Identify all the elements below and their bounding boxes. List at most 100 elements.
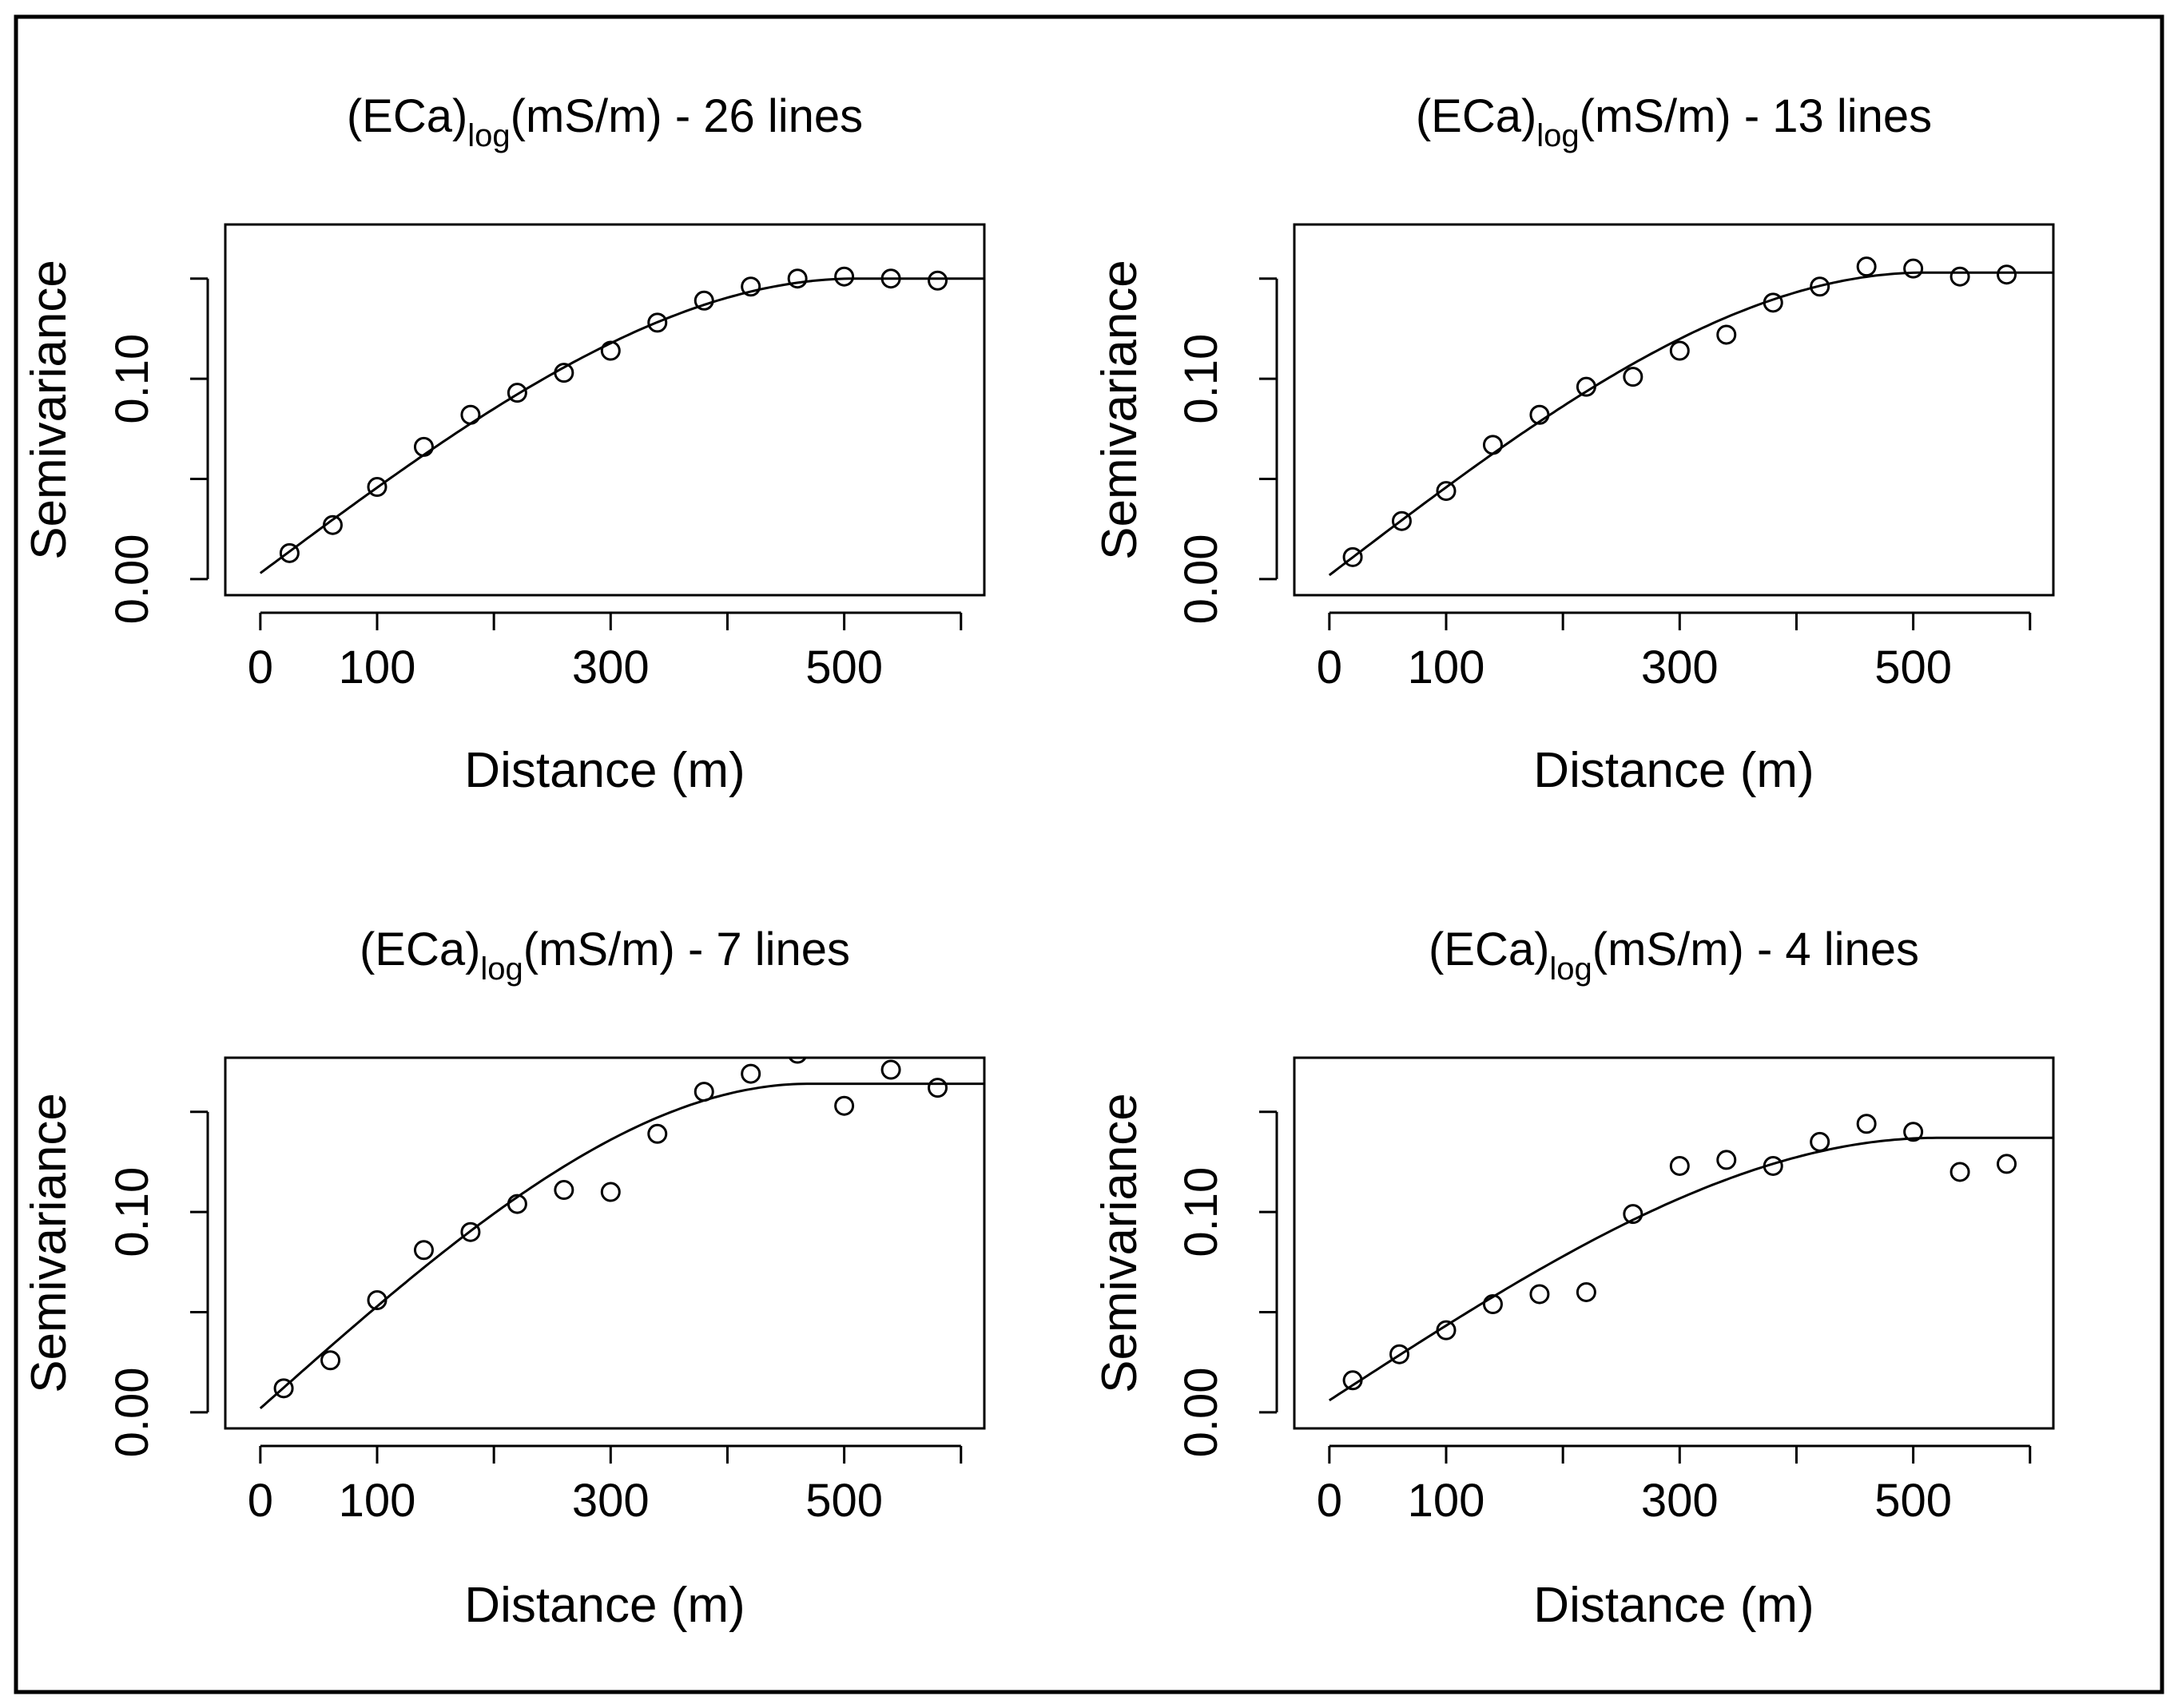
data-point — [507, 1194, 527, 1214]
x-tick-label: 0 — [248, 641, 273, 693]
plot-box — [1293, 1056, 2055, 1430]
x-axis-label: Distance (m) — [464, 743, 745, 798]
data-point — [928, 270, 948, 291]
data-point — [1903, 1122, 1924, 1142]
data-point — [507, 383, 527, 403]
x-tick-label: 300 — [572, 641, 650, 693]
data-point — [647, 312, 668, 333]
x-tick-label: 500 — [1874, 641, 1952, 693]
data-point — [1529, 404, 1550, 425]
data-point — [1482, 435, 1503, 455]
data-point — [413, 436, 434, 457]
chart-title: (ECa)log(mS/m) - 7 lines — [360, 924, 850, 987]
data-point — [694, 290, 714, 311]
figure-frame — [14, 14, 2164, 1694]
data-point — [1576, 376, 1596, 397]
data-point — [1342, 546, 1363, 567]
chart-title-subscript: log — [1536, 118, 1579, 153]
x-tick-label: 0 — [1317, 1475, 1342, 1527]
x-tick-label: 100 — [339, 1475, 416, 1527]
data-point — [1342, 1370, 1363, 1391]
chart-title-subscript: log — [1549, 951, 1592, 987]
data-point — [787, 268, 808, 289]
data-point — [554, 363, 574, 383]
chart-title-main: (ECa) — [347, 90, 467, 142]
x-axis-label: Distance (m) — [1533, 743, 1814, 798]
chart-panel-26-lines: (ECa)log(mS/m) - 26 lines 0 100 300 500 0.00 0… — [22, 90, 986, 798]
data-point — [1856, 256, 1877, 277]
data-point — [367, 477, 388, 498]
y-axis-label: Semivariance — [22, 260, 77, 560]
plot-box — [1293, 223, 2055, 597]
data-point — [1391, 510, 1412, 531]
x-tick-label: 100 — [1408, 641, 1485, 693]
data-point — [1529, 1284, 1550, 1305]
chart-title-main: (ECa) — [1416, 90, 1536, 142]
chart-title-suffix: (mS/m) - 26 lines — [511, 90, 864, 142]
y-tick-label: 0.00 — [1175, 1367, 1227, 1457]
x-axis-label: Distance (m) — [1533, 1578, 1814, 1633]
y-tick-label: 0.10 — [106, 334, 158, 424]
data-point — [600, 1182, 621, 1202]
data-point — [460, 404, 481, 425]
data-point — [367, 1289, 388, 1310]
data-point — [788, 1058, 807, 1064]
data-point — [1623, 1204, 1643, 1225]
plot-box — [224, 1056, 986, 1430]
x-tick-label: 500 — [1874, 1475, 1952, 1527]
data-point — [413, 1240, 434, 1261]
data-point — [834, 1095, 855, 1116]
data-point — [1856, 1114, 1877, 1134]
chart-title-suffix: (mS/m) - 7 lines — [523, 924, 850, 975]
data-point — [1389, 1344, 1410, 1364]
chart-title-subscript: log — [467, 118, 510, 153]
chart-panel-13-lines: (ECa)log(mS/m) - 13 lines 0 100 300 500 0.00 0… — [1092, 90, 2055, 798]
chart-title-main: (ECa) — [1429, 924, 1549, 975]
chart-title: (ECa)log(mS/m) - 26 lines — [347, 90, 863, 153]
chart-title-suffix: (mS/m) - 4 lines — [1592, 924, 1919, 975]
data-point — [694, 1082, 714, 1102]
data-point — [1949, 266, 1970, 287]
y-tick-label: 0.10 — [106, 1167, 158, 1257]
data-point — [1436, 481, 1457, 502]
x-tick-label: 100 — [339, 641, 416, 693]
chart-title: (ECa)log(mS/m) - 4 lines — [1429, 924, 1919, 987]
data-point — [320, 1350, 341, 1371]
data-point — [880, 268, 901, 289]
data-point — [273, 1378, 294, 1399]
data-point — [1997, 264, 2017, 285]
y-tick-label: 0.00 — [106, 1367, 158, 1457]
data-point — [1903, 258, 1924, 279]
x-tick-label: 300 — [1641, 1475, 1719, 1527]
data-point — [741, 1063, 761, 1084]
chart-title-subscript: log — [480, 951, 523, 987]
data-point — [1436, 1320, 1457, 1341]
data-point — [600, 340, 621, 361]
x-tick-label: 500 — [805, 641, 883, 693]
x-tick-label: 500 — [805, 1475, 883, 1527]
chart-title: (ECa)log(mS/m) - 13 lines — [1416, 90, 1932, 153]
plot-box — [224, 223, 986, 597]
y-axis-label: Semivariance — [22, 1093, 77, 1393]
y-tick-label: 0.00 — [1175, 534, 1227, 624]
data-point — [1623, 367, 1643, 387]
x-tick-label: 100 — [1408, 1475, 1485, 1527]
data-point — [1576, 1281, 1596, 1302]
data-point — [834, 266, 855, 287]
data-point — [1716, 1150, 1737, 1170]
data-point — [279, 542, 300, 563]
data-point — [1997, 1154, 2017, 1174]
y-axis-label: Semivariance — [1092, 1093, 1147, 1393]
data-point — [1482, 1293, 1503, 1314]
data-point — [741, 276, 761, 297]
x-tick-label: 300 — [572, 1475, 650, 1527]
data-point — [880, 1059, 901, 1080]
data-point — [1810, 276, 1830, 297]
fitted-curve — [1328, 271, 2053, 577]
x-tick-label: 300 — [1641, 641, 1719, 693]
y-tick-label: 0.10 — [1175, 1167, 1227, 1257]
chart-panel-7-lines: (ECa)log(mS/m) - 7 lines 0 100 300 500 0.00 0.… — [22, 924, 986, 1633]
data-point — [1716, 324, 1737, 345]
